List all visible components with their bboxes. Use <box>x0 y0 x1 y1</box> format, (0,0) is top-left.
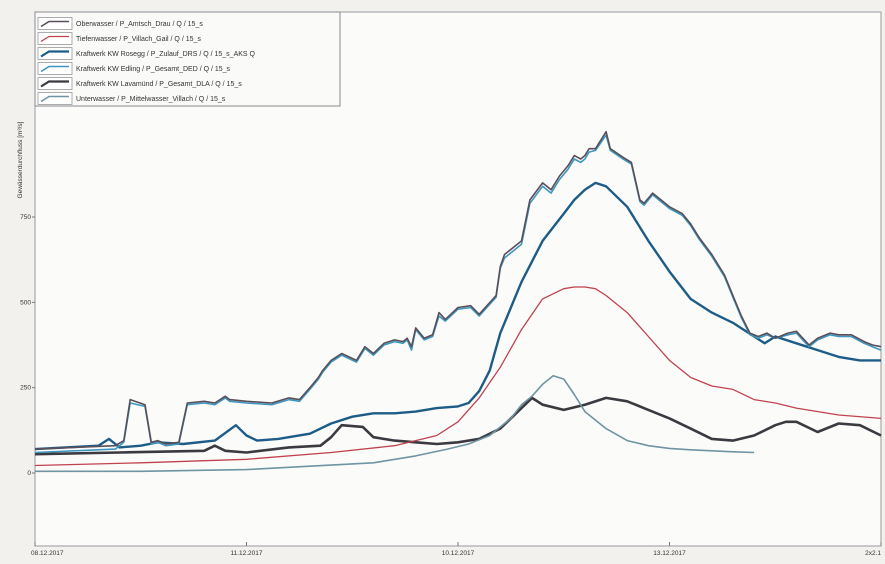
x-tick-label: 11.12.2017 <box>230 550 262 557</box>
legend-swatch <box>40 20 69 28</box>
y-axis-label: Gewässerdurchfluss [m³/s] <box>17 121 24 198</box>
y-tick-label: 0 <box>27 470 31 477</box>
legend-box <box>34 11 341 107</box>
legend-swatch <box>40 95 69 103</box>
series-line-5 <box>34 396 882 456</box>
legend-swatch-box <box>37 32 73 45</box>
legend-label: Oberwasser / P_Amtsch_Drau / Q / 15_s <box>76 21 203 28</box>
legend-swatch-box <box>37 62 73 75</box>
axis-ticks: 0 250 500 750 08.12.2017 11.12.2017 10.12.2017… <box>20 214 882 557</box>
legend-label: Kraftwerk KW Lavamünd / P_Gesamt_DLA / Q… <box>76 81 242 88</box>
series-line-2 <box>34 286 882 467</box>
legend-swatch <box>40 80 69 88</box>
legend-label: Kraftwerk KW Rosegg / P_Zulauf_DRS / Q /… <box>76 51 256 58</box>
legend-label: Unterwasser / P_Mittelwasser_Villach / Q… <box>76 96 226 103</box>
x-tick-label: 13.12.2017 <box>653 550 686 557</box>
x-tick-label: 2x2.1 <box>865 550 881 557</box>
legend-swatch-box <box>37 77 73 90</box>
y-tick-label: 250 <box>20 385 31 392</box>
legend: Oberwasser / P_Amtsch_Drau / Q / 15_s Tie… <box>34 11 341 107</box>
y-tick-label: 750 <box>20 214 31 221</box>
series-line-1 <box>34 130 882 450</box>
legend-swatch-box <box>37 92 73 105</box>
y-tick-label: 500 <box>20 299 31 306</box>
x-tick-label: 08.12.2017 <box>31 550 64 557</box>
x-tick-label: 10.12.2017 <box>442 550 475 557</box>
legend-swatch <box>40 65 69 73</box>
legend-swatch <box>40 35 69 43</box>
series-line-6 <box>35 374 755 473</box>
legend-swatch <box>40 50 69 58</box>
legend-swatch-box <box>37 47 73 60</box>
legend-label: Tiefenwasser / P_Villach_Gail / Q / 15_s <box>76 36 201 43</box>
series-lines <box>34 130 882 473</box>
legend-swatch-box <box>37 17 73 30</box>
legend-label: Kraftwerk KW Edling / P_Gesamt_DED / Q /… <box>76 66 231 73</box>
